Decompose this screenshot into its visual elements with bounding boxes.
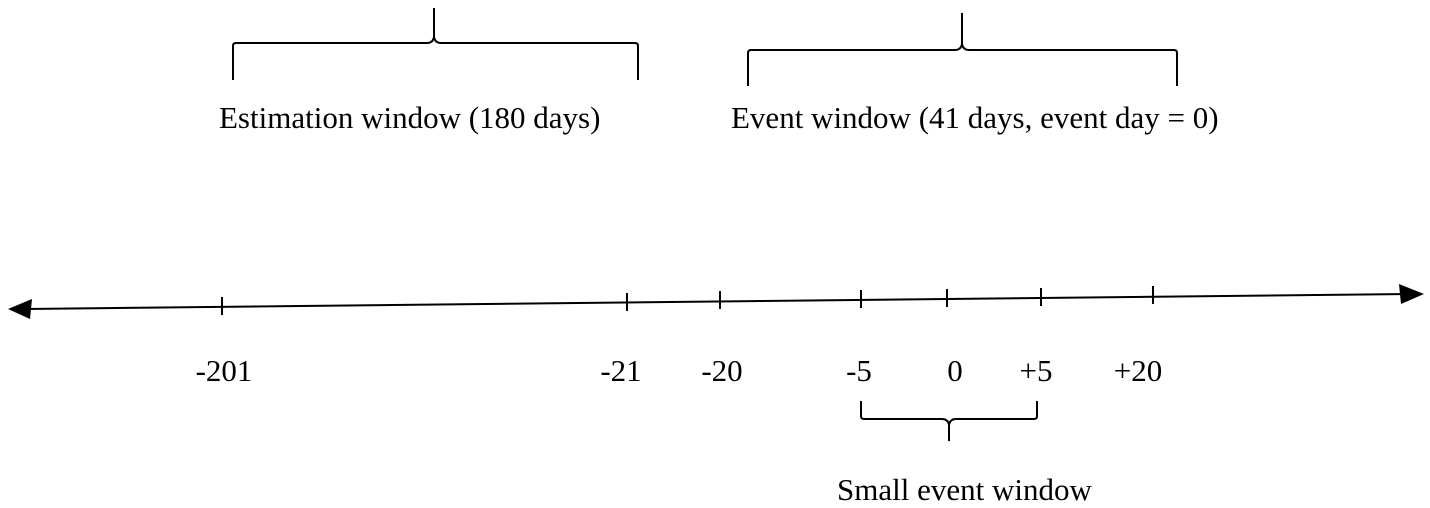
tick-label: -21 <box>600 353 642 388</box>
small-event-window-label: Small event window <box>837 472 1092 507</box>
tick-label: 0 <box>947 353 963 388</box>
tick-label: -201 <box>195 353 253 388</box>
estimation-window-brace <box>232 8 639 80</box>
event-window-label: Event window (41 days, event day = 0) <box>731 100 1219 135</box>
timeline-right-arrow-icon <box>1399 284 1424 304</box>
estimation-window-label: Estimation window (180 days) <box>219 100 601 135</box>
tick-label: -5 <box>846 353 872 388</box>
timeline-left-arrow-icon <box>8 299 32 319</box>
tick-label: -20 <box>701 353 743 388</box>
tick-label: +20 <box>1113 353 1163 388</box>
tick-label: +5 <box>1019 353 1053 388</box>
event-window-brace <box>747 13 1178 86</box>
small-event-window-brace <box>860 401 1038 441</box>
timeline-axis-line <box>25 293 1406 310</box>
